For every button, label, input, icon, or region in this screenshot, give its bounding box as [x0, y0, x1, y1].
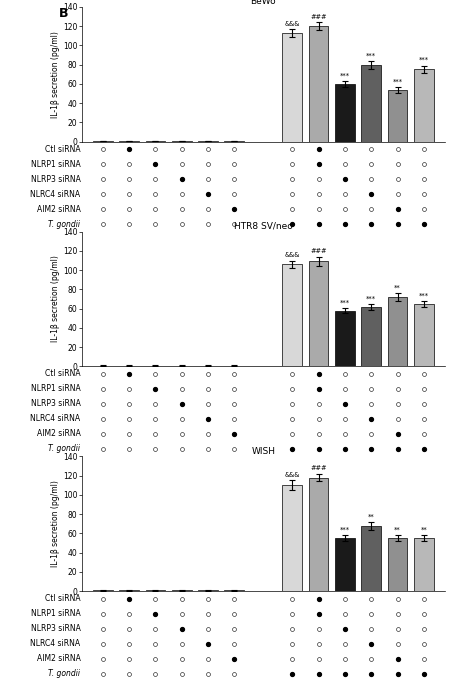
- Bar: [361, 65, 381, 142]
- Bar: [172, 590, 192, 591]
- Bar: [414, 304, 434, 367]
- Text: ***: ***: [366, 295, 376, 301]
- Bar: [119, 590, 139, 591]
- Bar: [388, 538, 407, 591]
- Bar: [282, 264, 302, 367]
- Bar: [388, 297, 407, 367]
- Y-axis label: IL-1β secretion (pg/ml): IL-1β secretion (pg/ml): [51, 31, 60, 118]
- Text: NLRP1 siRNA: NLRP1 siRNA: [31, 160, 80, 169]
- Y-axis label: IL-1β secretion (pg/ml): IL-1β secretion (pg/ml): [51, 256, 60, 343]
- Text: ***: ***: [340, 527, 350, 533]
- Text: ***: ***: [366, 52, 376, 58]
- Bar: [335, 310, 355, 367]
- Text: NLRP3 siRNA: NLRP3 siRNA: [30, 400, 80, 409]
- Text: ***: ***: [340, 73, 350, 78]
- Bar: [198, 141, 218, 142]
- Bar: [172, 141, 192, 142]
- Bar: [224, 366, 244, 367]
- Text: AIM2 siRNA: AIM2 siRNA: [36, 204, 80, 214]
- Bar: [361, 526, 381, 591]
- Text: **: **: [420, 527, 427, 533]
- Bar: [335, 84, 355, 142]
- Bar: [282, 33, 302, 142]
- Text: Ctl siRNA: Ctl siRNA: [45, 594, 80, 603]
- Bar: [414, 538, 434, 591]
- Text: ***: ***: [419, 292, 429, 299]
- Text: ***: ***: [419, 57, 429, 63]
- Bar: [93, 366, 113, 367]
- Text: NLRC4 siRNA: NLRC4 siRNA: [30, 190, 80, 199]
- Text: NLRP3 siRNA: NLRP3 siRNA: [30, 624, 80, 633]
- Text: NLRC4 siRNA: NLRC4 siRNA: [30, 414, 80, 423]
- Text: NLRP1 siRNA: NLRP1 siRNA: [31, 609, 80, 619]
- Text: ***: ***: [340, 299, 350, 305]
- Bar: [309, 26, 328, 142]
- Bar: [198, 366, 218, 367]
- Text: **: **: [368, 513, 375, 519]
- Y-axis label: IL-1β secretion (pg/ml): IL-1β secretion (pg/ml): [51, 480, 60, 567]
- Bar: [224, 141, 244, 142]
- Text: Ctl siRNA: Ctl siRNA: [45, 144, 80, 153]
- Text: **: **: [394, 527, 401, 533]
- Bar: [414, 69, 434, 142]
- Text: NLRP3 siRNA: NLRP3 siRNA: [30, 175, 80, 184]
- Text: T. gondii: T. gondii: [49, 669, 80, 678]
- Bar: [119, 366, 139, 367]
- Bar: [146, 141, 165, 142]
- Bar: [224, 590, 244, 591]
- Text: Ctl siRNA: Ctl siRNA: [45, 369, 80, 378]
- Text: &&&: &&&: [285, 472, 300, 478]
- Bar: [309, 477, 328, 591]
- Bar: [198, 590, 218, 591]
- Bar: [146, 590, 165, 591]
- Bar: [335, 538, 355, 591]
- Bar: [282, 485, 302, 591]
- Text: &&&: &&&: [285, 21, 300, 27]
- Bar: [361, 307, 381, 367]
- Text: B: B: [59, 7, 69, 20]
- Text: **: **: [394, 285, 401, 291]
- Text: AIM2 siRNA: AIM2 siRNA: [36, 654, 80, 663]
- Text: NLRC4 siRNA: NLRC4 siRNA: [30, 639, 80, 648]
- Bar: [172, 366, 192, 367]
- Text: AIM2 siRNA: AIM2 siRNA: [36, 429, 80, 438]
- Bar: [309, 261, 328, 367]
- Text: NLRP1 siRNA: NLRP1 siRNA: [31, 385, 80, 394]
- Title: HTR8 SV/neo: HTR8 SV/neo: [234, 222, 293, 231]
- Title: BeWo: BeWo: [251, 0, 276, 6]
- Bar: [119, 141, 139, 142]
- Bar: [93, 590, 113, 591]
- Text: ###: ###: [311, 248, 327, 255]
- Bar: [388, 89, 407, 142]
- Bar: [146, 366, 165, 367]
- Text: &&&: &&&: [285, 252, 300, 258]
- Text: T. gondii: T. gondii: [49, 444, 80, 453]
- Title: WISH: WISH: [252, 447, 275, 455]
- Text: ***: ***: [393, 78, 403, 85]
- Text: T. gondii: T. gondii: [49, 219, 80, 228]
- Text: ###: ###: [311, 14, 327, 20]
- Text: ###: ###: [311, 465, 327, 471]
- Bar: [93, 141, 113, 142]
